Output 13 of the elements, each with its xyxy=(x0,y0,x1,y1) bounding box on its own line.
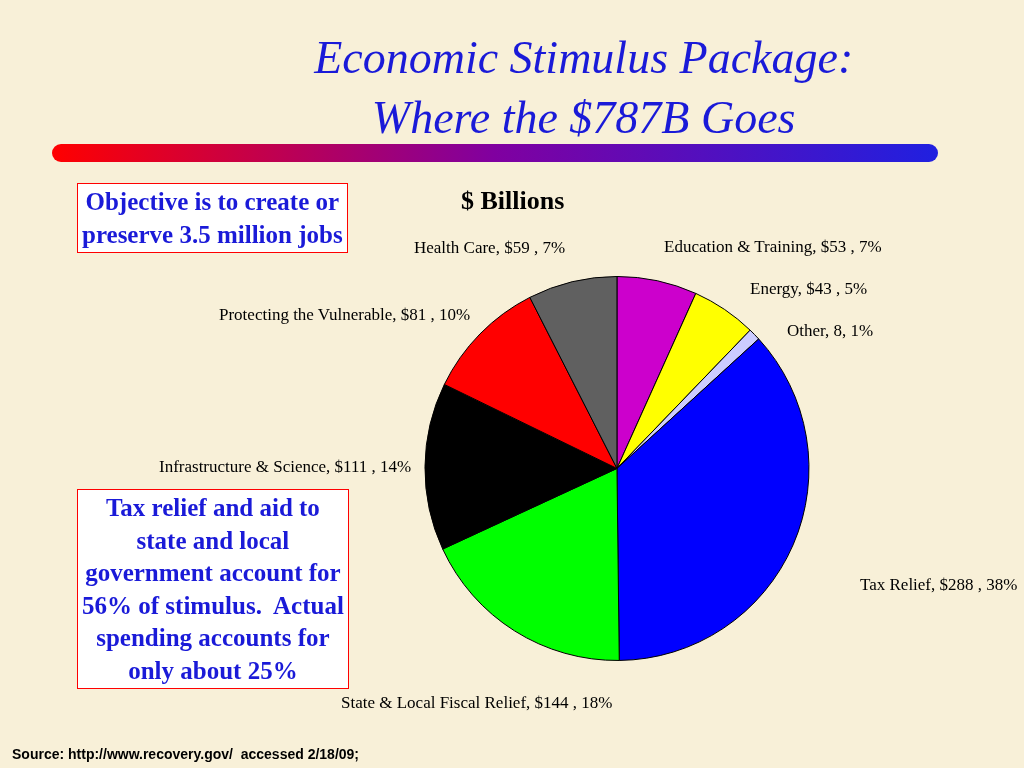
text: Tax relief and aid to state and local government account for 56% of stimulus. Actual spending accounts for only about 25% xyxy=(82,494,344,684)
chart-title: Economic Stimulus Package: Where the $787B Goes xyxy=(313,31,854,143)
slice-label: Health Care, $59 , 7% xyxy=(414,238,566,257)
text: Objective is to create or preserve 3.5 million jobs xyxy=(82,188,343,248)
slice-label: State & Local Fiscal Relief, $144 , 18% xyxy=(341,693,613,712)
chart-subtitle: $ Billions xyxy=(461,186,565,215)
slice-label: Other, 8, 1% xyxy=(787,321,874,340)
slice-label: Tax Relief, $288 , 38% xyxy=(860,575,1018,594)
slice-label: Infrastructure & Science, $111 , 14% xyxy=(159,457,412,476)
slice-label: Education & Training, $53 , 7% xyxy=(664,237,882,256)
slice-label: Energy, $43 , 5% xyxy=(750,279,868,298)
slice-label: Protecting the Vulnerable, $81 , 10% xyxy=(219,305,471,324)
source-note: Source: http://www.recovery.gov/ accessed 2/18/09; xyxy=(12,746,360,762)
